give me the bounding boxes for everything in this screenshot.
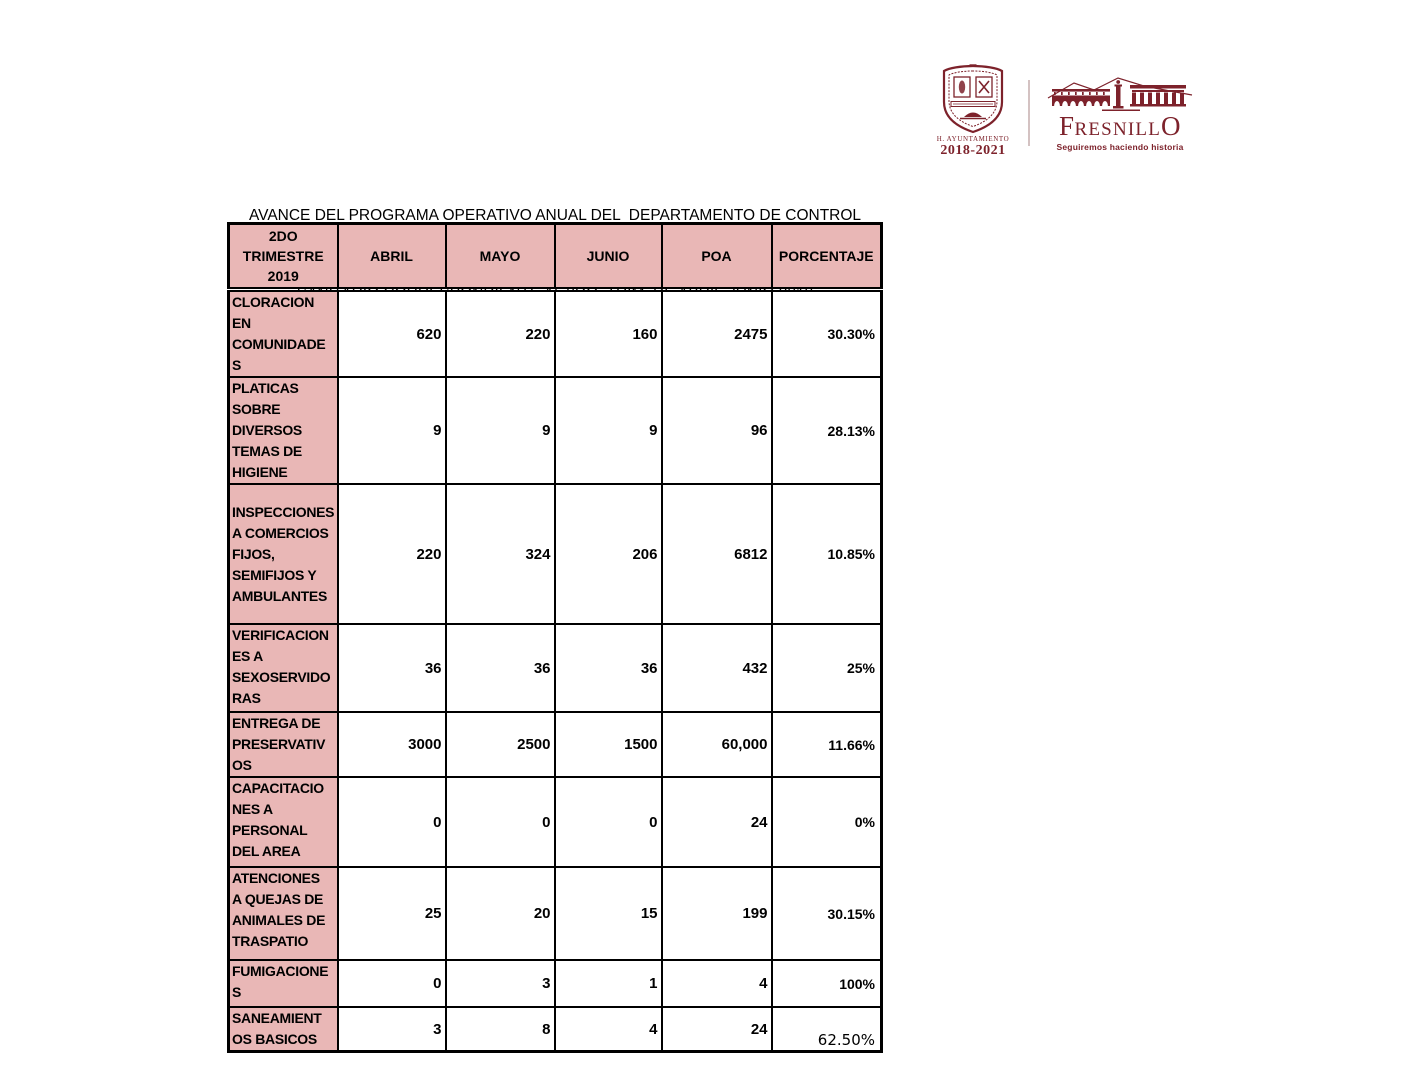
poa-value-cell: 4 — [660, 959, 773, 1008]
junio-value-cell: 1 — [553, 959, 663, 1008]
junio-value-cell: 0 — [553, 776, 663, 868]
row-label-cell: CAPACITACIO NES A PERSONAL DEL AREA — [227, 776, 339, 868]
poa-value-cell: 24 — [660, 776, 773, 868]
junio-value-cell: 160 — [553, 288, 663, 378]
row-label-cell: ATENCIONES A QUEJAS DE ANIMALES DE TRASP… — [227, 866, 339, 961]
porcentaje-value-cell: 0% — [770, 776, 883, 868]
porcentaje-value-cell: 30.15% — [770, 866, 883, 961]
table-row-saneamientos: SANEAMIENT OS BASICOS 3 8 4 24 62.50% — [227, 1006, 883, 1053]
row-label-cell: VERIFICACION ES A SEXOSERVIDO RAS — [227, 623, 339, 713]
mayo-header-cell: MAYO — [444, 222, 556, 292]
table-row-fumigaciones: FUMIGACIONE S 0 3 1 4 100% — [227, 959, 883, 1008]
mayo-value-cell: 3 — [444, 959, 556, 1008]
abril-value-cell: 0 — [336, 959, 447, 1008]
row-label-cell: SANEAMIENT OS BASICOS — [227, 1006, 339, 1053]
poa-value-cell: 199 — [660, 866, 773, 961]
porcentaje-value-cell: 62.50% — [770, 1006, 883, 1053]
logo-divider — [1028, 80, 1030, 146]
poa-value-cell: 96 — [660, 376, 773, 485]
porcentaje-header-cell: PORCENTAJE — [770, 222, 883, 292]
abril-value-cell: 3 — [336, 1006, 447, 1053]
poa-table: 2DO TRIMESTRE 2019 ABRIL MAYO JUNIO POA … — [227, 222, 883, 1053]
fresnillo-wordmark: FRESNILLO — [1044, 113, 1196, 142]
mayo-value-cell: 324 — [444, 483, 556, 625]
mayo-value-cell: 0 — [444, 776, 556, 868]
term-years-label: 2018-2021 — [940, 143, 1006, 158]
table-row-platicas: PLATICAS SOBRE DIVERSOS TEMAS DE HIGIENE… — [227, 376, 883, 485]
wordmark-initial: F — [1058, 111, 1075, 141]
table-row-cloracion: CLORACION EN COMUNIDADE S 620 220 160 24… — [227, 288, 883, 378]
abril-value-cell: 0 — [336, 776, 447, 868]
municipal-shield-icon — [942, 64, 1004, 134]
mayo-value-cell: 2500 — [444, 711, 556, 778]
table-row-capacitaciones: CAPACITACIO NES A PERSONAL DEL AREA 0 0 … — [227, 776, 883, 868]
table-row-atenciones: ATENCIONES A QUEJAS DE ANIMALES DE TRASP… — [227, 866, 883, 961]
porcentaje-value-cell: 100% — [770, 959, 883, 1008]
abril-value-cell: 620 — [336, 288, 447, 378]
poa-value-cell: 432 — [660, 623, 773, 713]
junio-value-cell: 9 — [553, 376, 663, 485]
abril-header-cell: ABRIL — [336, 222, 447, 292]
mayo-value-cell: 20 — [444, 866, 556, 961]
table-row-inspecciones: INSPECCIONES A COMERCIOS FIJOS, SEMIFIJO… — [227, 483, 883, 625]
poa-value-cell: 60,000 — [660, 711, 773, 778]
porcentaje-value-cell: 30.30% — [770, 288, 883, 378]
junio-value-cell: 1500 — [553, 711, 663, 778]
table-header-row: 2DO TRIMESTRE 2019 ABRIL MAYO JUNIO POA … — [227, 222, 883, 292]
row-label-cell: INSPECCIONES A COMERCIOS FIJOS, SEMIFIJO… — [227, 483, 339, 625]
junio-value-cell: 15 — [553, 866, 663, 961]
abril-value-cell: 36 — [336, 623, 447, 713]
porcentaje-value-cell: 28.13% — [770, 376, 883, 485]
mayo-value-cell: 36 — [444, 623, 556, 713]
porcentaje-value-cell: 25% — [770, 623, 883, 713]
fresnillo-logo: FRESNILLO Seguiremos haciendo historia — [1044, 76, 1196, 152]
fresnillo-tagline: Seguiremos haciendo historia — [1056, 142, 1184, 152]
mayo-value-cell: 8 — [444, 1006, 556, 1053]
poa-value-cell: 6812 — [660, 483, 773, 625]
abril-value-cell: 220 — [336, 483, 447, 625]
porcentaje-value-cell: 11.66% — [770, 711, 883, 778]
wordmark-final: O — [1161, 111, 1182, 141]
row-label-cell: PLATICAS SOBRE DIVERSOS TEMAS DE HIGIENE — [227, 376, 339, 485]
row-label-cell: FUMIGACIONE S — [227, 959, 339, 1008]
mayo-value-cell: 220 — [444, 288, 556, 378]
mayo-value-cell: 9 — [444, 376, 556, 485]
abril-value-cell: 3000 — [336, 711, 447, 778]
junio-header-cell: JUNIO — [553, 222, 663, 292]
fresnillo-monument-icon — [1047, 77, 1193, 111]
junio-value-cell: 36 — [553, 623, 663, 713]
wordmark-middle: RESNILL — [1074, 119, 1162, 140]
junio-value-cell: 206 — [553, 483, 663, 625]
municipal-logo: H. AYUNTAMIENTO 2018-2021 — [931, 64, 1015, 159]
ayuntamiento-label: H. AYUNTAMIENTO — [936, 135, 1010, 143]
abril-value-cell: 25 — [336, 866, 447, 961]
table-row-verificaciones: VERIFICACION ES A SEXOSERVIDO RAS 36 36 … — [227, 623, 883, 713]
poa-header-cell: POA — [660, 222, 773, 292]
report-title-line-1: AVANCE DEL PROGRAMA OPERATIVO ANUAL DEL … — [248, 207, 862, 224]
row-label-cell: ENTREGA DE PRESERVATIV OS — [227, 711, 339, 778]
poa-value-cell: 2475 — [660, 288, 773, 378]
junio-value-cell: 4 — [553, 1006, 663, 1053]
period-header-cell: 2DO TRIMESTRE 2019 — [227, 222, 339, 292]
abril-value-cell: 9 — [336, 376, 447, 485]
porcentaje-value-cell: 10.85% — [770, 483, 883, 625]
table-row-entrega: ENTREGA DE PRESERVATIV OS 3000 2500 1500… — [227, 711, 883, 778]
poa-value-cell: 24 — [660, 1006, 773, 1053]
row-label-cell: CLORACION EN COMUNIDADE S — [227, 288, 339, 378]
